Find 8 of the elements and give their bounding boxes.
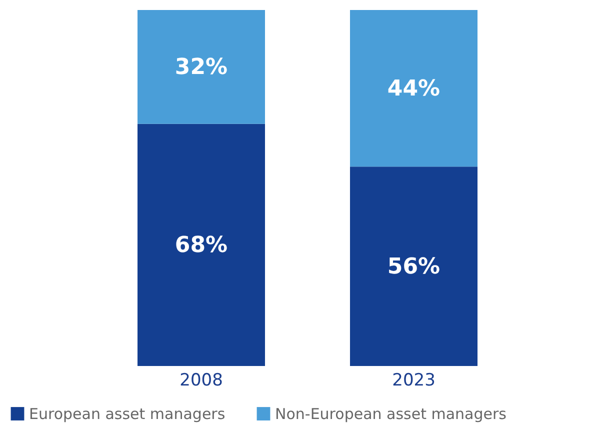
data-label: 44% xyxy=(387,76,440,102)
x-tick-label: 2023 xyxy=(392,370,436,390)
x-tick-label: 2008 xyxy=(180,370,223,390)
legend-label: Non-European asset managers xyxy=(275,404,507,423)
data-label: 56% xyxy=(387,254,440,280)
data-label: 68% xyxy=(174,232,228,258)
legend-label: European asset managers xyxy=(29,404,226,423)
data-label: 32% xyxy=(174,54,228,80)
